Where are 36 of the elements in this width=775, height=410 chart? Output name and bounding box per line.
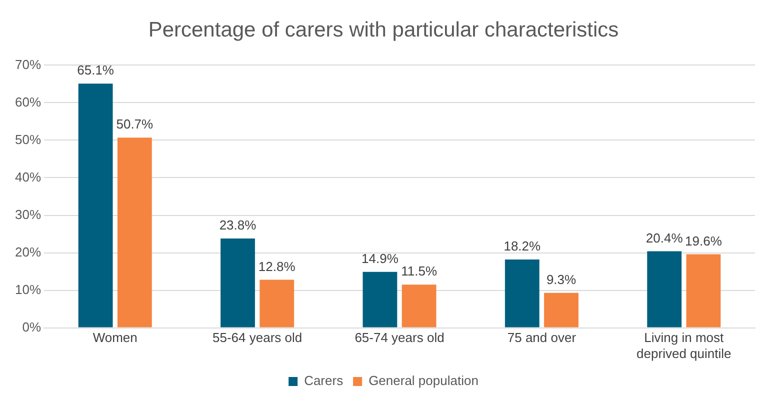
bar [220, 238, 255, 328]
y-tick-label: 50% [14, 132, 42, 147]
data-label: 23.8% [219, 218, 257, 233]
y-tick-label: 0% [22, 319, 42, 334]
bar [544, 292, 578, 328]
legend-label: General population [368, 373, 478, 388]
data-label: 18.2% [504, 238, 542, 254]
data-label: 11.5% [401, 264, 438, 279]
bar [402, 284, 436, 328]
chart-title: Percentage of carers with particular characteristics [148, 18, 619, 42]
x-tick-label: 65-74 years old [354, 330, 444, 346]
data-label: 50.7% [116, 116, 154, 132]
data-label: 20.4% [646, 230, 684, 246]
x-tick-label: Living in most deprived quintile [636, 330, 732, 361]
bar [647, 251, 682, 328]
y-tick-label: 20% [14, 244, 42, 260]
data-label: 65.1% [77, 62, 114, 78]
x-tick-label: 75 and over [507, 330, 577, 346]
data-label: 19.6% [685, 233, 722, 248]
y-tick-label: 40% [14, 169, 42, 184]
x-tick-label: Women [92, 330, 138, 346]
data-label: 12.8% [258, 258, 296, 274]
bar [362, 272, 398, 328]
legend-label: Carers [304, 373, 344, 388]
y-tick-label: 70% [14, 56, 42, 72]
bar [260, 280, 294, 328]
y-tick-label: 10% [14, 282, 42, 297]
y-tick-label: 30% [14, 206, 42, 222]
bar [686, 254, 721, 328]
bar [504, 260, 540, 328]
bar [117, 138, 152, 328]
y-tick-label: 60% [14, 94, 42, 110]
data-label: 14.9% [362, 250, 399, 266]
bar [78, 84, 113, 328]
data-label: 9.3% [546, 272, 577, 287]
x-tick-label: 55-64 years old [212, 330, 302, 346]
